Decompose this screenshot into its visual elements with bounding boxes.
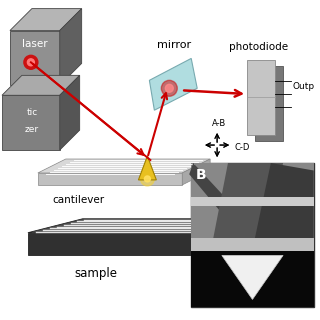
Polygon shape: [10, 9, 82, 30]
Polygon shape: [149, 59, 197, 110]
Polygon shape: [38, 173, 182, 185]
Polygon shape: [38, 159, 210, 173]
Bar: [191, 163, 314, 238]
Polygon shape: [28, 233, 207, 255]
Polygon shape: [10, 30, 60, 85]
Polygon shape: [255, 66, 283, 141]
Polygon shape: [213, 163, 283, 238]
Bar: [191, 163, 314, 308]
Text: B: B: [196, 168, 206, 182]
Bar: [191, 197, 314, 206]
Polygon shape: [189, 163, 252, 238]
Bar: [191, 238, 314, 308]
Polygon shape: [222, 255, 283, 300]
Polygon shape: [2, 95, 60, 150]
Circle shape: [165, 84, 173, 92]
Polygon shape: [207, 219, 262, 255]
Text: laser: laser: [22, 39, 48, 49]
Text: A-B: A-B: [212, 119, 226, 128]
Circle shape: [28, 59, 34, 66]
Text: tic: tic: [27, 108, 38, 117]
Circle shape: [24, 55, 38, 69]
Polygon shape: [2, 75, 80, 95]
Polygon shape: [255, 163, 314, 238]
Polygon shape: [60, 9, 82, 85]
Polygon shape: [182, 159, 210, 185]
Text: C-D: C-D: [234, 142, 249, 152]
Text: Outp: Outp: [293, 82, 315, 91]
Circle shape: [140, 172, 154, 186]
Text: cantilever: cantilever: [52, 195, 104, 205]
Text: sample: sample: [75, 267, 117, 280]
Text: photodiode: photodiode: [228, 43, 288, 52]
Polygon shape: [247, 60, 275, 135]
Bar: [191, 238, 314, 251]
Text: mirror: mirror: [157, 40, 191, 51]
Polygon shape: [28, 219, 262, 233]
Text: zer: zer: [25, 125, 39, 134]
Circle shape: [144, 176, 150, 182]
Polygon shape: [60, 75, 80, 150]
Polygon shape: [139, 156, 156, 180]
Circle shape: [161, 80, 177, 96]
